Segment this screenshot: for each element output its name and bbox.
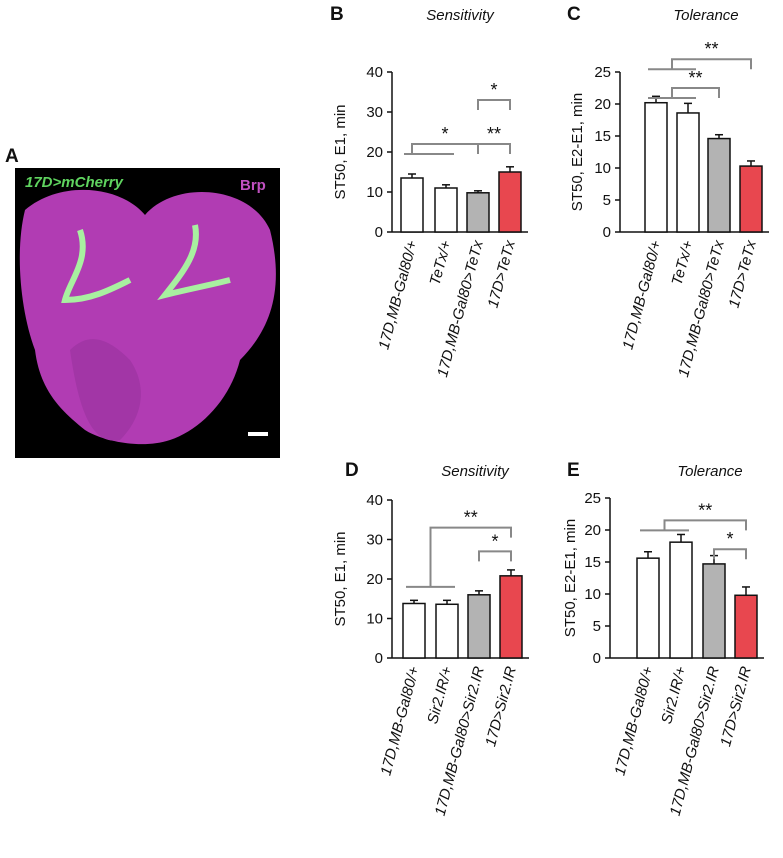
significance-label: ** bbox=[464, 508, 478, 528]
y-tick-label: 15 bbox=[594, 128, 611, 145]
y-tick-label: 10 bbox=[594, 160, 611, 177]
brain-lobe bbox=[70, 339, 141, 441]
bar bbox=[739, 165, 763, 233]
y-tick-label: 20 bbox=[366, 571, 383, 588]
x-tick-label: TeTx/+ bbox=[669, 238, 697, 287]
y-tick-label: 5 bbox=[593, 618, 601, 635]
y-axis-label: ST50, E2-E1, min bbox=[569, 93, 586, 211]
bar bbox=[467, 594, 491, 659]
x-tick-label: 17D>Sir2.IR bbox=[717, 664, 755, 748]
y-tick-label: 10 bbox=[366, 184, 383, 201]
significance-label: * bbox=[726, 529, 733, 549]
x-tick-label: 17D,MB-Gal80/+ bbox=[375, 238, 421, 351]
significance-label: ** bbox=[487, 124, 501, 144]
significance-bracket bbox=[713, 548, 747, 560]
y-tick-label: 10 bbox=[366, 611, 383, 628]
y-tick-label: 40 bbox=[366, 492, 383, 509]
bar bbox=[498, 171, 522, 233]
bar bbox=[707, 137, 731, 233]
significance-label: * bbox=[491, 531, 498, 551]
y-tick-label: 0 bbox=[375, 650, 383, 667]
panel-label: C bbox=[567, 4, 581, 25]
y-tick-label: 20 bbox=[594, 96, 611, 113]
significance-bracket bbox=[429, 526, 512, 587]
brain-image: A 17D>mCherry Brp bbox=[5, 146, 280, 458]
y-axis-label: ST50, E1, min bbox=[332, 104, 349, 199]
bar bbox=[676, 112, 700, 233]
y-axis-label: ST50, E2-E1, min bbox=[562, 519, 579, 637]
bar bbox=[499, 575, 523, 659]
y-tick-label: 25 bbox=[594, 64, 611, 81]
significance-label: * bbox=[490, 80, 497, 100]
chart: C Tolerance ST50, E2-E1, min 0 5 10 15 20 25 17D,… bbox=[567, 4, 769, 379]
x-tick-label: 17D>Sir2.IR bbox=[482, 664, 520, 748]
chart-title: Sensitivity bbox=[441, 463, 510, 480]
x-tick-label: 17D,MB-Gal80/+ bbox=[619, 238, 665, 351]
y-tick-label: 20 bbox=[584, 522, 601, 539]
scale-bar bbox=[248, 432, 268, 436]
y-tick-label: 20 bbox=[366, 144, 383, 161]
significance-bracket bbox=[478, 550, 512, 562]
x-tick-label: 17D,MB-Gal80/+ bbox=[611, 664, 657, 777]
panel-label: E bbox=[567, 460, 580, 481]
y-tick-label: 0 bbox=[593, 650, 601, 667]
mushroom-body-label bbox=[61, 224, 231, 304]
bar bbox=[636, 557, 660, 659]
significance-bracket bbox=[671, 58, 752, 70]
significance-label: ** bbox=[688, 68, 702, 88]
bar bbox=[702, 563, 726, 659]
bar bbox=[644, 101, 668, 233]
bar bbox=[466, 192, 490, 233]
significance-bracket bbox=[411, 143, 479, 154]
bar bbox=[402, 602, 426, 659]
significance-bracket bbox=[671, 87, 720, 98]
panel-label: A bbox=[5, 146, 19, 167]
x-tick-label: 17D>TeTx bbox=[726, 238, 760, 310]
magenta-label: Brp bbox=[240, 177, 266, 194]
y-tick-label: 10 bbox=[584, 586, 601, 603]
y-tick-label: 30 bbox=[366, 532, 383, 549]
bar bbox=[434, 187, 458, 233]
y-tick-label: 5 bbox=[603, 192, 611, 209]
y-tick-label: 0 bbox=[375, 224, 383, 241]
y-tick-label: 40 bbox=[366, 64, 383, 81]
y-tick-label: 15 bbox=[584, 554, 601, 571]
bar bbox=[400, 177, 424, 233]
bar bbox=[734, 594, 758, 659]
bar bbox=[435, 603, 459, 659]
significance-bracket bbox=[477, 143, 511, 154]
y-tick-label: 25 bbox=[584, 490, 601, 507]
chart: D Sensitivity ST50, E1, min 0 10 20 30 40 17D,MB… bbox=[332, 460, 529, 818]
bar bbox=[669, 541, 693, 659]
x-tick-label: 17D>TeTx bbox=[485, 238, 519, 310]
y-axis-label: ST50, E1, min bbox=[332, 531, 349, 626]
panel-label: B bbox=[330, 4, 344, 25]
y-tick-label: 30 bbox=[366, 104, 383, 121]
x-tick-label: 17D,MB-Gal80/+ bbox=[377, 664, 423, 777]
chart-title: Tolerance bbox=[673, 7, 738, 24]
chart-title: Sensitivity bbox=[426, 7, 495, 24]
x-tick-label: Sir2.IR/+ bbox=[658, 664, 690, 725]
significance-bracket bbox=[477, 99, 511, 110]
significance-bracket bbox=[663, 519, 747, 531]
green-label: 17D>mCherry bbox=[25, 174, 124, 191]
x-tick-label: TeTx/+ bbox=[427, 238, 455, 287]
y-tick-label: 0 bbox=[603, 224, 611, 241]
panel-label: D bbox=[345, 460, 359, 481]
significance-label: ** bbox=[698, 500, 712, 520]
significance-label: * bbox=[441, 124, 448, 144]
chart: E Tolerance ST50, E2-E1, min 0 5 10 15 20 25 17D,… bbox=[562, 460, 764, 818]
chart: B Sensitivity ST50, E1, min 0 10 20 30 40 17D,MB… bbox=[330, 4, 528, 379]
significance-label: ** bbox=[704, 39, 718, 59]
x-tick-label: Sir2.IR/+ bbox=[424, 664, 456, 725]
chart-title: Tolerance bbox=[677, 463, 742, 480]
